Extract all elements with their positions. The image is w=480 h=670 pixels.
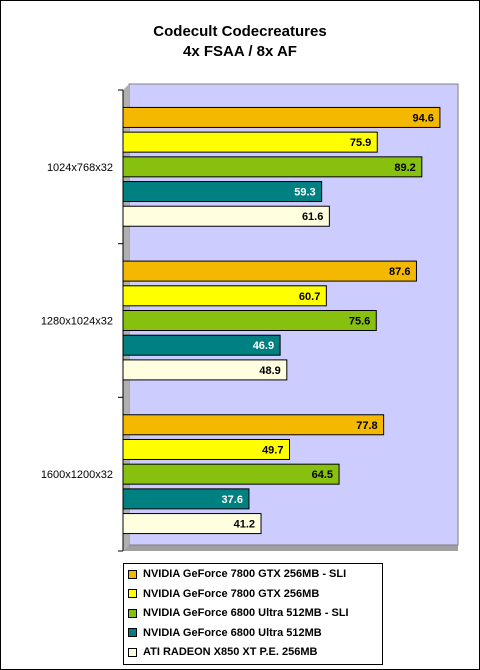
bar-value-label: 77.8 <box>356 420 377 432</box>
plot-floor <box>123 545 458 551</box>
legend-label: NVIDIA GeForce 7800 GTX 256MB <box>143 587 320 600</box>
legend-label: ATI RADEON X850 XT P.E. 256MB <box>143 646 318 658</box>
bar <box>122 334 281 356</box>
category-label: 1024x768x32 <box>47 162 113 174</box>
chart-legend: NVIDIA GeForce 7800 GTX 256MB - SLI NVIDI… <box>123 563 383 665</box>
bar <box>122 106 441 128</box>
bar <box>122 488 250 510</box>
legend-label: NVIDIA GeForce 7800 GTX 256MB - SLI <box>143 568 347 580</box>
bar-value-label: 87.6 <box>389 266 410 278</box>
bar-value-label: 49.7 <box>262 444 283 456</box>
bar-value-label: 94.6 <box>412 112 433 124</box>
bar <box>122 131 378 153</box>
legend-label: NVIDIA GeForce 6800 Ultra 512MB - SLI <box>143 607 349 619</box>
chart-title: Codecult Codecreatures <box>153 23 327 40</box>
legend-item: NVIDIA GeForce 6800 Ultra 512MB - SLI <box>128 605 349 621</box>
bar-value-label: 75.9 <box>350 137 371 149</box>
bar <box>122 513 262 535</box>
bar-value-label: 41.2 <box>234 519 255 531</box>
bar-value-label: 61.6 <box>302 211 323 223</box>
bar-value-label: 59.3 <box>294 187 315 199</box>
bar-value-label: 89.2 <box>394 162 415 174</box>
bar-value-label: 48.9 <box>259 365 280 377</box>
bar <box>122 260 417 282</box>
bar <box>122 285 327 307</box>
legend-swatch <box>128 608 137 618</box>
bar-value-label: 75.6 <box>349 316 370 328</box>
bar <box>122 463 340 485</box>
legend-item: NVIDIA GeForce 7800 GTX 256MB - SLI <box>128 566 346 582</box>
legend-item: ATI RADEON X850 XT P.E. 256MB <box>128 644 317 660</box>
category-label: 1600x1200x32 <box>41 469 113 481</box>
bar <box>122 310 377 331</box>
bar-value-label: 46.9 <box>253 340 274 352</box>
legend-swatch <box>128 589 137 598</box>
bar-value-label: 37.6 <box>222 494 243 506</box>
chart-subtitle: 4x FSAA / 8x AF <box>183 43 297 60</box>
legend-swatch <box>128 569 137 579</box>
legend-swatch <box>128 647 137 657</box>
bar <box>122 205 330 227</box>
bar-value-label: 64.5 <box>312 469 333 481</box>
bar <box>122 438 290 460</box>
chart-title-block: Codecult Codecreatures 4x FSAA / 8x AF <box>0 22 480 62</box>
legend-item: NVIDIA GeForce 6800 Ultra 512MB <box>128 625 322 641</box>
bar <box>122 359 288 381</box>
bar <box>122 414 385 436</box>
bar <box>122 181 323 203</box>
bar-value-label: 60.7 <box>299 291 320 303</box>
legend-item: NVIDIA GeForce 7800 GTX 256MB <box>128 586 319 602</box>
bar <box>122 156 423 178</box>
category-label: 1280x1024x32 <box>41 316 113 328</box>
legend-swatch <box>128 628 137 637</box>
legend-label: NVIDIA GeForce 6800 Ultra 512MB <box>143 626 322 639</box>
